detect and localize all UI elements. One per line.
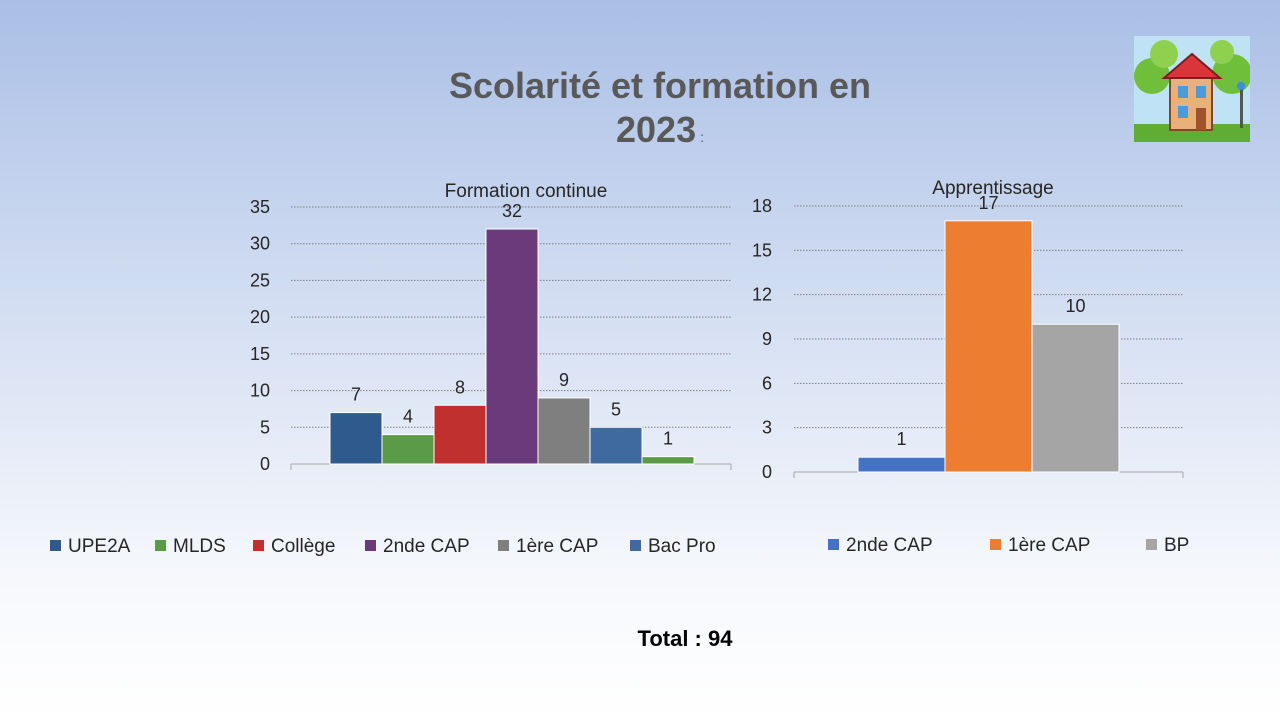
bar-coll-ge	[433, 404, 487, 465]
legend-swatch	[155, 540, 166, 551]
legend-label: 1ère CAP	[1008, 535, 1090, 556]
legend-swatch	[1146, 539, 1157, 550]
legend-label: 2nde CAP	[846, 535, 933, 556]
bar-mlds	[381, 434, 435, 465]
y-tick-label: 9	[762, 329, 772, 349]
house-illustration	[1134, 36, 1250, 142]
y-tick-label: 12	[752, 285, 772, 305]
total-label: Total : 94	[637, 626, 733, 651]
title-colon: :	[700, 129, 704, 145]
y-tick-label: 3	[762, 418, 772, 438]
legend-label: BP	[1164, 535, 1189, 556]
data-label: 4	[403, 407, 413, 427]
bar-2nde-cap	[857, 456, 946, 473]
y-tick-label: 6	[762, 373, 772, 393]
y-tick-label: 30	[250, 234, 270, 254]
legend-swatch	[630, 540, 641, 551]
data-label: 5	[611, 399, 621, 419]
data-label: 9	[559, 370, 569, 390]
title-year: 2023	[616, 109, 697, 150]
y-tick-label: 0	[260, 454, 270, 474]
legend-label: UPE2A	[68, 536, 131, 557]
bar-1-re-cap	[944, 220, 1033, 473]
data-label: 8	[455, 377, 465, 397]
y-tick-label: 15	[250, 344, 270, 364]
legend-swatch	[50, 540, 61, 551]
y-tick-label: 0	[762, 462, 772, 482]
legend-swatch	[828, 539, 839, 550]
title-line-1: Scolarité et formation en	[448, 65, 872, 106]
bar-2nde-cap	[485, 228, 539, 465]
chart-formation-continue: Formation continue 0 5 10 15 20 25 30 35 7 4 8 32 9 5 1…	[50, 181, 732, 557]
legend-swatch	[253, 540, 264, 551]
chart-title: Formation continue	[445, 181, 608, 202]
legend-label: 1ère CAP	[516, 536, 598, 557]
y-tick-label: 15	[752, 240, 772, 260]
legend-swatch	[498, 540, 509, 551]
bar-bac-pro	[589, 426, 643, 465]
y-tick-label: 25	[250, 270, 270, 290]
legend-label: Bac Pro	[648, 536, 716, 557]
chart-apprentissage: Apprentissage 0 3 6 9 12 15 18 1 17 10 2nde CAP 1ère…	[752, 178, 1189, 556]
data-label: 1	[896, 429, 906, 449]
bar-1-re-cap	[537, 397, 591, 465]
data-label: 10	[1065, 296, 1085, 316]
legend-swatch	[990, 539, 1001, 550]
data-label: 7	[351, 385, 361, 405]
bar-bp	[1031, 323, 1120, 473]
y-tick-label: 20	[250, 307, 270, 327]
legend-label: Collège	[271, 536, 335, 557]
y-tick-label: 35	[250, 197, 270, 217]
title-line-2: 2023:	[390, 108, 930, 159]
data-label: 32	[502, 201, 522, 221]
bar-bp	[641, 456, 695, 465]
legend-label: 2nde CAP	[383, 536, 470, 557]
slide-title: Scolarité et formation en 2023:	[390, 64, 930, 159]
data-label: 17	[978, 193, 998, 213]
legend-label: MLDS	[173, 536, 226, 557]
data-label: 1	[663, 429, 673, 449]
y-tick-label: 10	[250, 381, 270, 401]
legend-swatch	[365, 540, 376, 551]
y-tick-label: 5	[260, 417, 270, 437]
bar-upe2a	[329, 412, 383, 465]
y-tick-label: 18	[752, 196, 772, 216]
chart-title: Apprentissage	[932, 178, 1053, 199]
